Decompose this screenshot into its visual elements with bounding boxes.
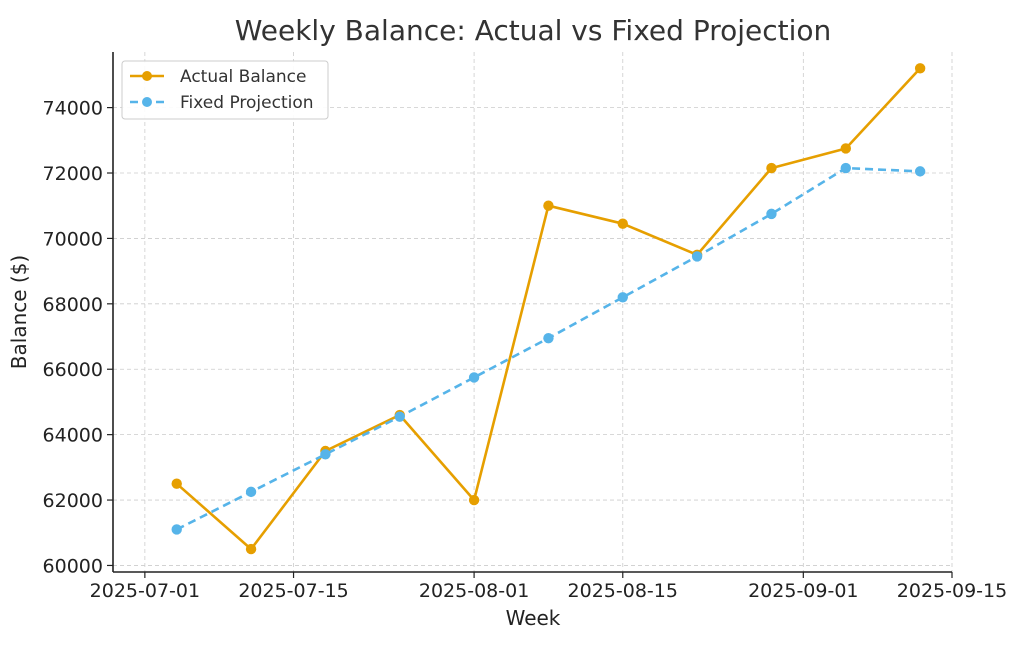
y-tick-label: 72000	[43, 163, 103, 185]
y-tick-label: 68000	[43, 294, 103, 316]
actual-balance-point	[171, 478, 182, 489]
legend-label-actual-balance: Actual Balance	[180, 67, 306, 87]
ticks: 2025-07-01 2025-07-15 2025-08-01 2025-08-15…	[43, 98, 1008, 602]
x-tick-label: 2025-07-01	[90, 580, 200, 602]
fixed-projection-point	[171, 524, 182, 535]
x-tick-label: 2025-08-15	[568, 580, 678, 602]
x-tick-label: 2025-08-01	[419, 580, 529, 602]
series-fixed-projection	[171, 162, 926, 535]
legend: Actual Balance Fixed Projection	[121, 60, 329, 120]
legend-marker-actual-balance	[142, 71, 152, 81]
y-tick-label: 60000	[43, 555, 103, 577]
fixed-projection-point	[245, 486, 257, 498]
grid	[113, 52, 953, 572]
y-tick-label: 64000	[43, 425, 103, 447]
actual-balance-point	[617, 218, 628, 229]
fixed-projection-point	[914, 166, 926, 177]
actual-balance-point	[468, 494, 480, 506]
fixed-projection-point	[691, 251, 703, 262]
actual-balance-point	[245, 543, 257, 555]
axes	[112, 52, 952, 573]
actual-balance-point	[914, 63, 926, 74]
fixed-projection-point	[840, 162, 851, 174]
fixed-projection-point	[766, 208, 777, 220]
fixed-projection-point	[394, 411, 405, 422]
y-tick-label: 74000	[43, 98, 103, 120]
legend-marker-fixed-projection	[142, 97, 152, 107]
actual-balance-point	[543, 200, 554, 211]
fixed-projection-point	[320, 449, 331, 460]
actual-balance-line	[175, 67, 922, 551]
actual-balance-point	[766, 162, 777, 174]
y-tick-label: 62000	[43, 490, 103, 512]
actual-balance-point	[840, 143, 851, 154]
y-axis-label: Balance ($)	[7, 255, 31, 369]
fixed-projection-point	[617, 292, 628, 303]
y-tick-label: 66000	[43, 359, 103, 381]
legend-box	[121, 60, 329, 120]
x-tick-label: 2025-09-01	[748, 580, 858, 602]
series-actual-balance	[171, 63, 926, 555]
fixed-projection-point	[468, 372, 480, 383]
y-tick-label: 70000	[43, 228, 103, 250]
fixed-projection-line	[176, 166, 921, 531]
legend-label-fixed-projection: Fixed Projection	[180, 93, 314, 113]
fixed-projection-point	[543, 332, 554, 344]
x-axis-label: Week	[506, 606, 561, 630]
chart-title: Weekly Balance: Actual vs Fixed Projecti…	[235, 14, 832, 47]
series	[171, 63, 926, 555]
x-tick-label: 2025-09-15	[897, 580, 1007, 602]
x-tick-label: 2025-07-15	[238, 580, 348, 602]
